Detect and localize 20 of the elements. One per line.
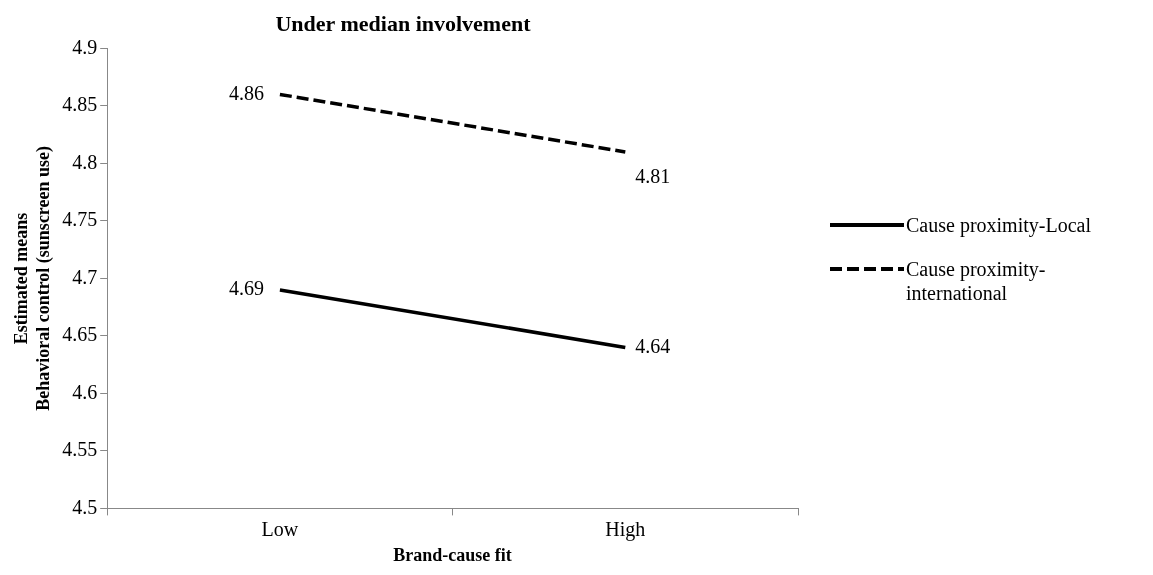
y-tick-label: 4.5	[72, 495, 98, 518]
y-tick-label: 4.8	[72, 150, 98, 173]
chart-title: Under median involvement	[275, 10, 532, 36]
data-label: 4.69	[228, 277, 264, 300]
y-tick-label: 4.9	[72, 35, 98, 58]
y-tick-label: 4.75	[62, 208, 98, 231]
y-tick-label: 4.7	[72, 265, 98, 288]
data-label: 4.86	[228, 81, 264, 104]
y-tick-label: 4.55	[62, 438, 98, 461]
y-tick-label: 4.6	[72, 380, 98, 403]
legend-label: Cause proximity-international	[906, 257, 1047, 305]
x-tick-label: High	[605, 517, 646, 541]
x-axis-title: Brand-cause fit	[393, 544, 512, 565]
y-tick-label: 4.85	[62, 93, 98, 116]
y-tick-label: 4.65	[62, 323, 98, 346]
data-label: 4.81	[635, 165, 671, 188]
y-axis-title: Estimated means Behavioral control (sunscreen use)	[11, 145, 55, 411]
data-label: 4.64	[635, 334, 671, 357]
legend-label: Cause proximity-Local	[906, 213, 1092, 237]
x-tick-label: Low	[261, 517, 299, 540]
